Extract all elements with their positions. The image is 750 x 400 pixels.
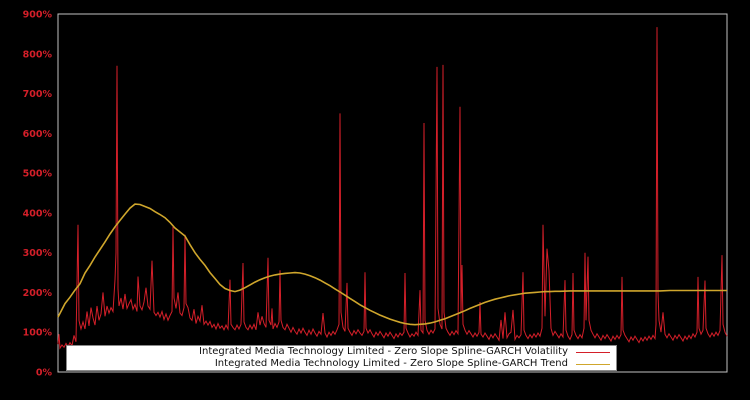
plot-frame	[57, 13, 728, 373]
y-tick-label: 400%	[23, 208, 53, 219]
trend-series-line	[57, 203, 727, 326]
y-tick-label: 0%	[36, 368, 53, 379]
y-tick-label: 700%	[23, 89, 53, 100]
legend-label-trend: Integrated Media Technology Limited - Ze…	[214, 358, 568, 369]
volatility-line-swatch	[576, 351, 610, 353]
y-tick-label: 500%	[23, 169, 53, 180]
y-tick-label: 600%	[23, 129, 53, 140]
y-tick-label: 100%	[23, 328, 53, 339]
legend-label-volatility: Integrated Media Technology Limited - Ze…	[199, 346, 568, 357]
chart-legend: Integrated Media Technology Limited - Ze…	[66, 345, 617, 371]
y-tick-label: 800%	[23, 49, 53, 60]
volatility-series-line	[57, 27, 728, 350]
y-tick-label: 900%	[23, 10, 53, 21]
legend-row-volatility: Integrated Media Technology Limited - Ze…	[67, 346, 610, 358]
y-tick-label: 200%	[23, 288, 53, 299]
trend-line-swatch	[576, 363, 610, 365]
y-tick-label: 300%	[23, 248, 53, 259]
legend-row-trend: Integrated Media Technology Limited - Ze…	[67, 358, 610, 370]
